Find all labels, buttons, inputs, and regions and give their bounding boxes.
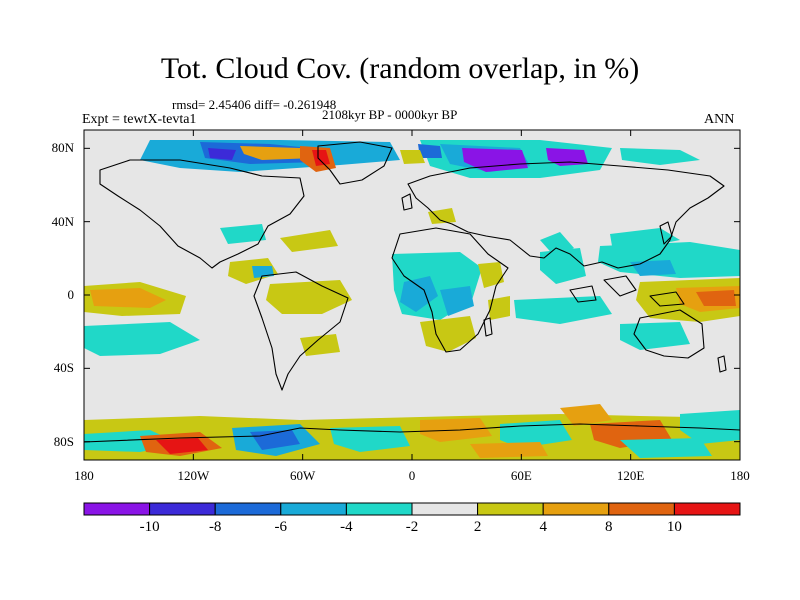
coastline-greenland <box>317 141 393 185</box>
coastline-australia <box>633 309 705 359</box>
y-tick-label: 40S <box>53 360 74 376</box>
y-axis-ticks <box>84 147 740 443</box>
coastline-africa <box>391 227 509 353</box>
coastline-antarctica <box>83 423 741 443</box>
colorbar-swatch <box>608 502 675 516</box>
x-tick-label: 180 <box>730 468 750 483</box>
x-tick-label: 180 <box>74 468 94 483</box>
chart-title: Tot. Cloud Cov. (random overlap, in %) <box>160 52 640 85</box>
colorbar-swatch <box>214 502 282 516</box>
colorbar-swatch <box>83 502 151 516</box>
coastline-south-america <box>253 271 349 391</box>
x-tick-label: 60E <box>510 468 532 483</box>
colorbar-swatch <box>280 502 347 516</box>
season-label: ANN <box>704 112 735 127</box>
x-axis-ticks <box>83 130 741 460</box>
colorbar <box>83 502 741 516</box>
coastline-japan <box>659 221 673 245</box>
colorbar-swatch <box>477 502 544 516</box>
coastlines <box>83 141 741 443</box>
colorbar-swatch <box>673 502 741 516</box>
colorbar-swatch <box>411 502 479 516</box>
period-text: 2108kyr BP - 0000kyr BP <box>322 107 458 122</box>
coastline-north-america <box>99 159 305 269</box>
x-tick-label: 60W <box>290 468 316 483</box>
colorbar-label: 8 <box>605 519 613 535</box>
x-tick-label: 0 <box>408 468 416 483</box>
coastline-new-zealand <box>717 355 727 373</box>
colorbar-label: 4 <box>539 519 547 535</box>
colorbar-label: -6 <box>274 519 288 535</box>
colorbar-swatch <box>345 502 413 516</box>
coastline-british-isles <box>401 193 413 211</box>
x-tick-label: 120E <box>616 468 645 483</box>
y-tick-label: 80N <box>51 140 74 156</box>
colorbar-swatch <box>149 502 216 516</box>
colorbar-label: -10 <box>139 519 160 535</box>
y-tick-label: 0 <box>67 287 75 302</box>
experiment-label: Expt = tewtX-tevta1 <box>82 112 197 127</box>
colorbar-label: -2 <box>405 519 419 535</box>
y-tick-label: 40N <box>51 213 74 229</box>
coastline-eurasia <box>407 161 725 269</box>
y-tick-label: 80S <box>53 433 74 449</box>
colorbar-swatch <box>542 502 610 516</box>
stats-text: rmsd= 2.45406 diff= -0.261948 <box>172 97 337 112</box>
coastline-madagascar <box>483 317 493 337</box>
colorbar-label: 2 <box>473 519 482 535</box>
coastline-maritime-asia <box>569 275 685 307</box>
x-tick-label: 120W <box>177 468 210 483</box>
colorbar-label: -8 <box>208 519 222 535</box>
colorbar-label: 10 <box>666 519 682 535</box>
colorbar-label: -4 <box>340 519 353 535</box>
